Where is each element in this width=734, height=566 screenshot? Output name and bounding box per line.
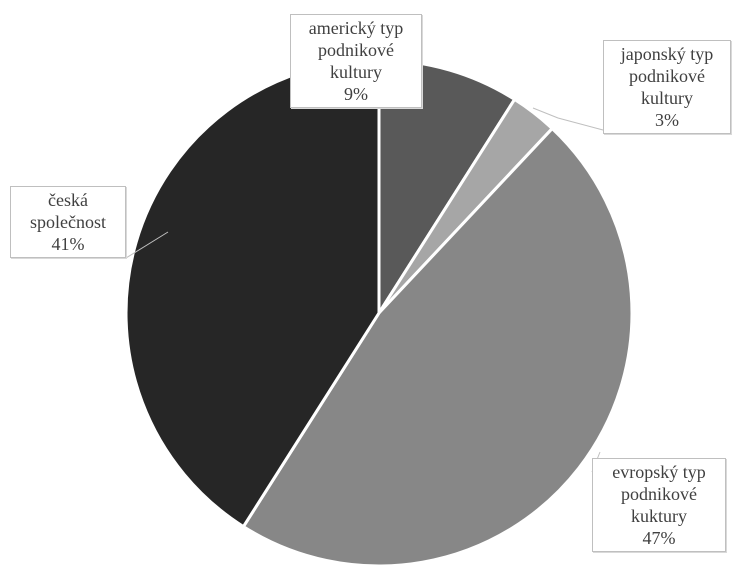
data-label-evropsky-value: 47%	[642, 528, 676, 548]
data-label-ceska: česká společnost 41%	[10, 186, 126, 258]
data-label-evropsky-line1: evropský typ	[612, 462, 706, 482]
data-label-japonsky-line1: japonský typ	[620, 44, 714, 64]
data-label-ceska-line2: společnost	[30, 212, 106, 232]
data-label-japonsky: japonský typ podnikové kultury 3%	[603, 40, 731, 134]
data-label-japonsky-line2: podnikové	[629, 66, 705, 86]
data-label-americky-line3: kultury	[330, 62, 382, 82]
pie-slice-ceska	[124, 58, 381, 529]
data-label-americky-line1: americký typ	[308, 18, 404, 38]
data-label-americky-line2: podnikové	[318, 40, 394, 60]
data-label-evropsky: evropský typ podnikové kuktury 47%	[592, 458, 726, 552]
leader-line-ceska	[125, 231, 169, 259]
leader-line-japonsky	[532, 107, 604, 131]
data-label-evropsky-line2: podnikové	[621, 484, 697, 504]
data-label-americky-value: 9%	[344, 84, 368, 104]
data-label-japonsky-value: 3%	[655, 110, 679, 130]
data-label-ceska-value: 41%	[51, 234, 85, 254]
pie-slice-evropsky	[241, 127, 634, 566]
data-label-japonsky-line3: kultury	[641, 88, 693, 108]
data-label-americky: americký typ podnikové kultury 9%	[290, 14, 422, 108]
data-label-ceska-line1: česká	[48, 190, 88, 210]
data-label-evropsky-line3: kuktury	[631, 506, 687, 526]
pie-slices	[124, 58, 634, 566]
